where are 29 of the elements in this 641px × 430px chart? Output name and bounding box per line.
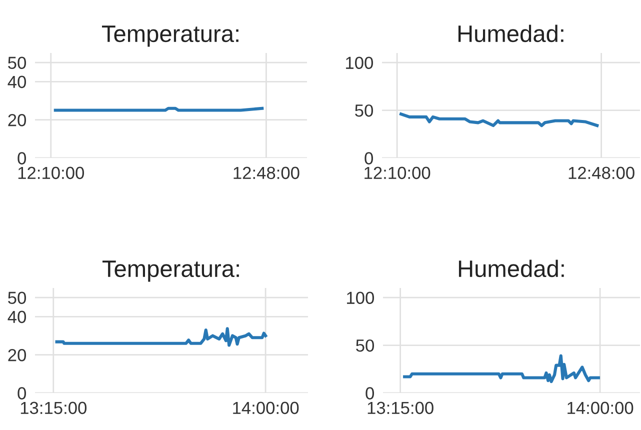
y-tick-label: 50 xyxy=(8,56,26,70)
chart-title: Humedad: xyxy=(458,24,564,42)
x-tick-label: 13:15:00 xyxy=(20,402,87,414)
y-tick-label: 100 xyxy=(346,56,373,70)
y-tick-label: 0 xyxy=(364,152,373,164)
line-series xyxy=(400,112,599,128)
x-tick-label: 12:48:00 xyxy=(234,166,300,180)
y-tick-label: 40 xyxy=(8,76,26,88)
y-tick-label: 50 xyxy=(356,339,374,352)
x-tick-label: 14:00:00 xyxy=(568,402,634,414)
y-tick-label: 0 xyxy=(18,152,26,164)
x-tick-label: 12:10:00 xyxy=(364,166,430,180)
line-series xyxy=(403,354,600,384)
y-tick-label: 40 xyxy=(8,310,26,324)
y-tick-label: 50 xyxy=(8,292,26,304)
y-tick-label: 0 xyxy=(366,387,374,400)
chart-title: Humedad: xyxy=(458,260,564,278)
line-series xyxy=(55,327,268,347)
chart-title: Temperatura: xyxy=(102,26,238,47)
x-tick-label: 12:10:00 xyxy=(18,166,84,180)
x-tick-label: 13:15:00 xyxy=(368,402,434,414)
x-tick-label: 14:00:00 xyxy=(233,402,299,414)
y-tick-label: 50 xyxy=(355,104,373,117)
y-tick-label: 0 xyxy=(18,387,26,400)
y-tick-label: 100 xyxy=(347,292,374,304)
y-tick-label: 20 xyxy=(8,114,26,126)
x-tick-label: 12:48:00 xyxy=(568,166,634,180)
y-tick-label: 20 xyxy=(8,348,26,362)
chart-title: Temperatura: xyxy=(102,260,239,282)
